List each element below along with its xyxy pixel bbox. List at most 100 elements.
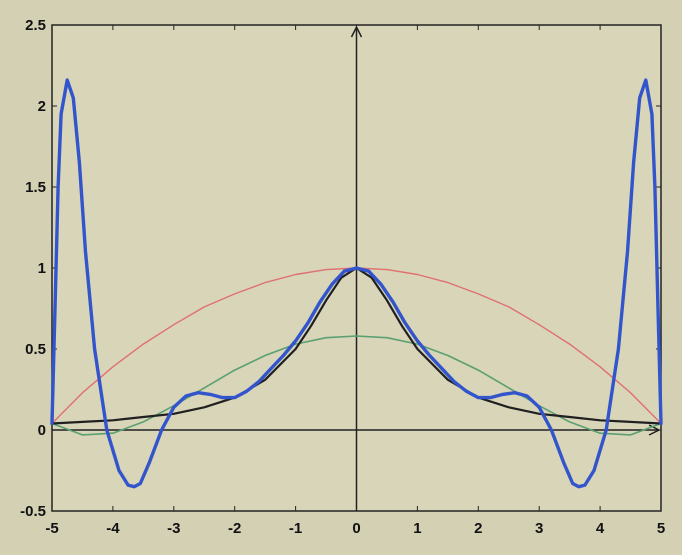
series-2-point (295, 348, 296, 349)
series-3-point (344, 271, 345, 272)
series-0-point (600, 366, 601, 367)
series-3-point (51, 423, 52, 424)
series-3-point (478, 397, 479, 398)
series-3-point (654, 186, 655, 187)
x-tick-label: 5 (657, 520, 665, 537)
series-3-point (660, 423, 661, 424)
series-3-point (173, 407, 174, 408)
series-3-point (222, 397, 223, 398)
series-3-point (593, 470, 594, 471)
series-0-point (143, 344, 144, 345)
y-tick-label: 0 (38, 422, 46, 439)
series-3-point (633, 162, 634, 163)
series-1-point (234, 370, 235, 371)
y-tick-label: 1.5 (25, 179, 46, 196)
series-2-point (265, 379, 266, 380)
series-2-point (569, 416, 570, 417)
series-3-point (539, 407, 540, 408)
series-3-point (58, 186, 59, 187)
series-3-point (210, 394, 211, 395)
series-3-point (551, 429, 552, 430)
series-3-point (514, 392, 515, 393)
series-3-point (319, 301, 320, 302)
x-tick-label: 1 (413, 520, 421, 537)
series-3-point (657, 308, 658, 309)
series-1-point (265, 355, 266, 356)
series-2-point (539, 413, 540, 414)
series-3-point (584, 485, 585, 486)
series-1-point (204, 387, 205, 388)
series-0-point (386, 269, 387, 270)
series-3-point (73, 97, 74, 98)
series-3-point (246, 391, 247, 392)
series-2-point (600, 420, 601, 421)
x-tick-label: -5 (45, 520, 58, 537)
x-tick-label: 3 (535, 520, 543, 537)
series-3-point (405, 323, 406, 324)
x-tick-label: -1 (289, 520, 302, 537)
series-1-point (447, 355, 448, 356)
y-tick-label: 1 (38, 260, 46, 277)
series-0-point (326, 269, 327, 270)
series-3-point (526, 395, 527, 396)
series-3-point (307, 323, 308, 324)
series-3-point (134, 486, 135, 487)
series-3-point (380, 284, 381, 285)
series-3-point (67, 80, 68, 81)
series-3-point (441, 368, 442, 369)
series-3-point (118, 470, 119, 471)
x-tick-label: -2 (228, 520, 241, 537)
series-1-point (326, 337, 327, 338)
series-0-point (508, 306, 509, 307)
series-3-point (417, 340, 418, 341)
series-1-point (508, 387, 509, 388)
series-1-point (386, 337, 387, 338)
series-3-point (295, 340, 296, 341)
x-tick-label: 0 (352, 520, 360, 537)
series-0-point (417, 274, 418, 275)
series-0-point (112, 366, 113, 367)
series-2-point (386, 300, 387, 301)
series-3-point (429, 355, 430, 356)
x-tick-label: -4 (106, 520, 120, 537)
series-line-3 (50, 78, 663, 489)
series-3-point (627, 251, 628, 252)
y-tick-label: -0.5 (20, 503, 46, 520)
series-3-point (198, 392, 199, 393)
series-3-point (651, 114, 652, 115)
series-3-point (106, 429, 107, 430)
series-1-point (569, 421, 570, 422)
series-3-point (234, 397, 235, 398)
series-2-point (112, 420, 113, 421)
series-0-point (265, 282, 266, 283)
series-1-point (112, 433, 113, 434)
series-3-point (61, 114, 62, 115)
series-3-point (392, 301, 393, 302)
series-3-point (85, 251, 86, 252)
series-3-point (271, 368, 272, 369)
series-3-point (161, 429, 162, 430)
y-axis-arrow (350, 25, 363, 38)
series-1-point (478, 370, 479, 371)
series-0-point (173, 324, 174, 325)
series-3-point (466, 391, 467, 392)
y-tick-label: 0.5 (25, 341, 46, 358)
series-3-point (94, 348, 95, 349)
series-3-point (368, 271, 369, 272)
series-0-point (295, 274, 296, 275)
series-3-point (79, 162, 80, 163)
series-2-point (310, 326, 311, 327)
series-3-point (606, 429, 607, 430)
series-1-point (600, 433, 601, 434)
series-3-point (490, 397, 491, 398)
series-1-point (630, 434, 631, 435)
series-3-point (283, 355, 284, 356)
series-0-point (539, 324, 540, 325)
series-1-point (82, 434, 83, 435)
x-tick-label: 4 (596, 520, 605, 537)
series-3-point (563, 462, 564, 463)
series-2-point (447, 379, 448, 380)
series-3-point (140, 483, 141, 484)
series-3 (50, 78, 663, 489)
